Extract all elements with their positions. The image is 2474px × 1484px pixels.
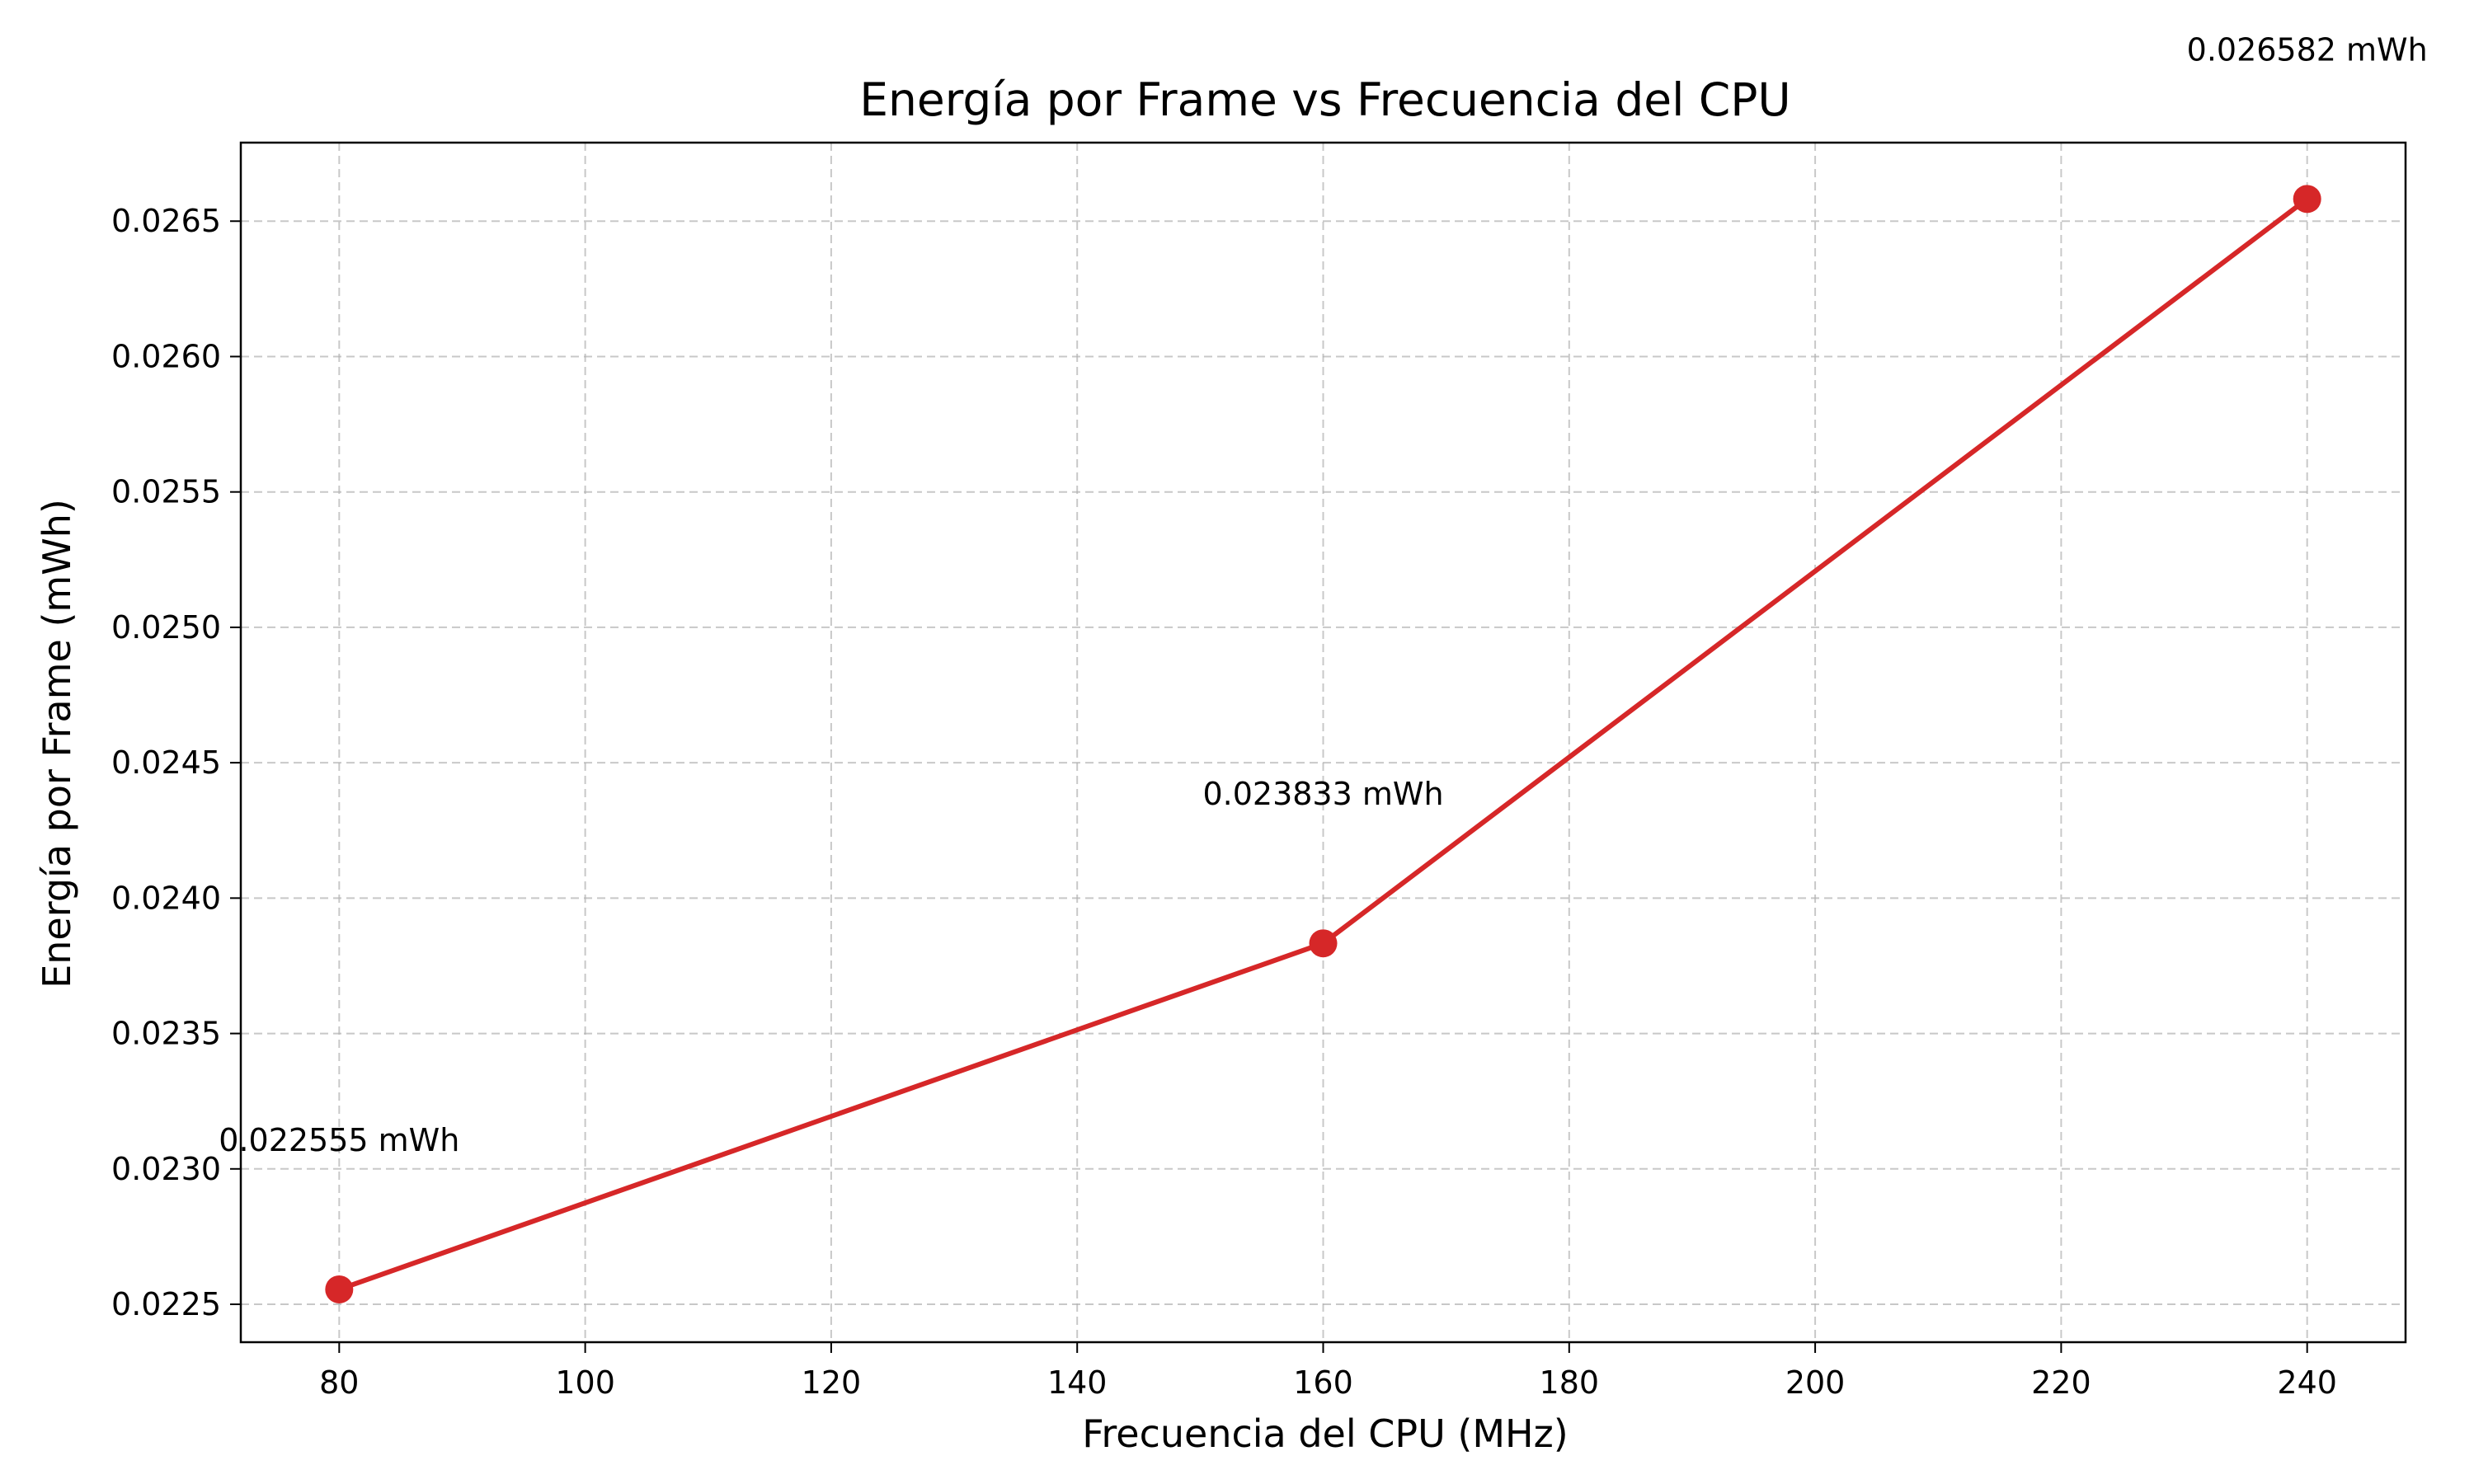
x-tick-label: 120 bbox=[802, 1364, 862, 1401]
x-tick-label: 100 bbox=[555, 1364, 615, 1401]
data-labels: 0.022555 mWh 0.023833 mWh 0.026582 mWh bbox=[219, 31, 2427, 1158]
data-label: 0.022555 mWh bbox=[219, 1122, 459, 1158]
data-series bbox=[325, 185, 2321, 1303]
y-tick-label: 0.0225 bbox=[111, 1286, 221, 1322]
x-tick-label: 180 bbox=[1540, 1364, 1600, 1401]
data-point bbox=[2293, 185, 2321, 214]
x-tick-label: 240 bbox=[2277, 1364, 2337, 1401]
y-tick-label: 0.0265 bbox=[111, 203, 221, 239]
x-tick-label: 220 bbox=[2031, 1364, 2091, 1401]
y-tick-label: 0.0255 bbox=[111, 474, 221, 510]
x-tick-label: 160 bbox=[1293, 1364, 1353, 1401]
axis-ticks: 80 100 120 140 160 180 200 220 2400.02250.02300.… bbox=[111, 203, 2337, 1401]
y-tick-label: 0.0250 bbox=[111, 609, 221, 646]
x-axis-label: Frecuencia del CPU (MHz) bbox=[1082, 1411, 1568, 1456]
y-tick-label: 0.0245 bbox=[111, 744, 221, 781]
y-tick-label: 0.0235 bbox=[111, 1016, 221, 1052]
data-point bbox=[1309, 929, 1338, 958]
y-tick-label: 0.0230 bbox=[111, 1151, 221, 1187]
data-label: 0.026582 mWh bbox=[2187, 31, 2428, 68]
chart-title: Energía por Frame vs Frecuencia del CPU bbox=[859, 73, 1790, 126]
y-tick-label: 0.0240 bbox=[111, 880, 221, 916]
x-tick-label: 80 bbox=[319, 1364, 359, 1401]
y-axis-label: Energía por Frame (mWh) bbox=[35, 499, 79, 989]
data-label: 0.023833 mWh bbox=[1202, 776, 1443, 812]
grid-lines bbox=[241, 143, 2406, 1342]
y-tick-label: 0.0260 bbox=[111, 338, 221, 374]
x-tick-label: 200 bbox=[1785, 1364, 1846, 1401]
data-point bbox=[325, 1275, 354, 1303]
x-tick-label: 140 bbox=[1047, 1364, 1108, 1401]
